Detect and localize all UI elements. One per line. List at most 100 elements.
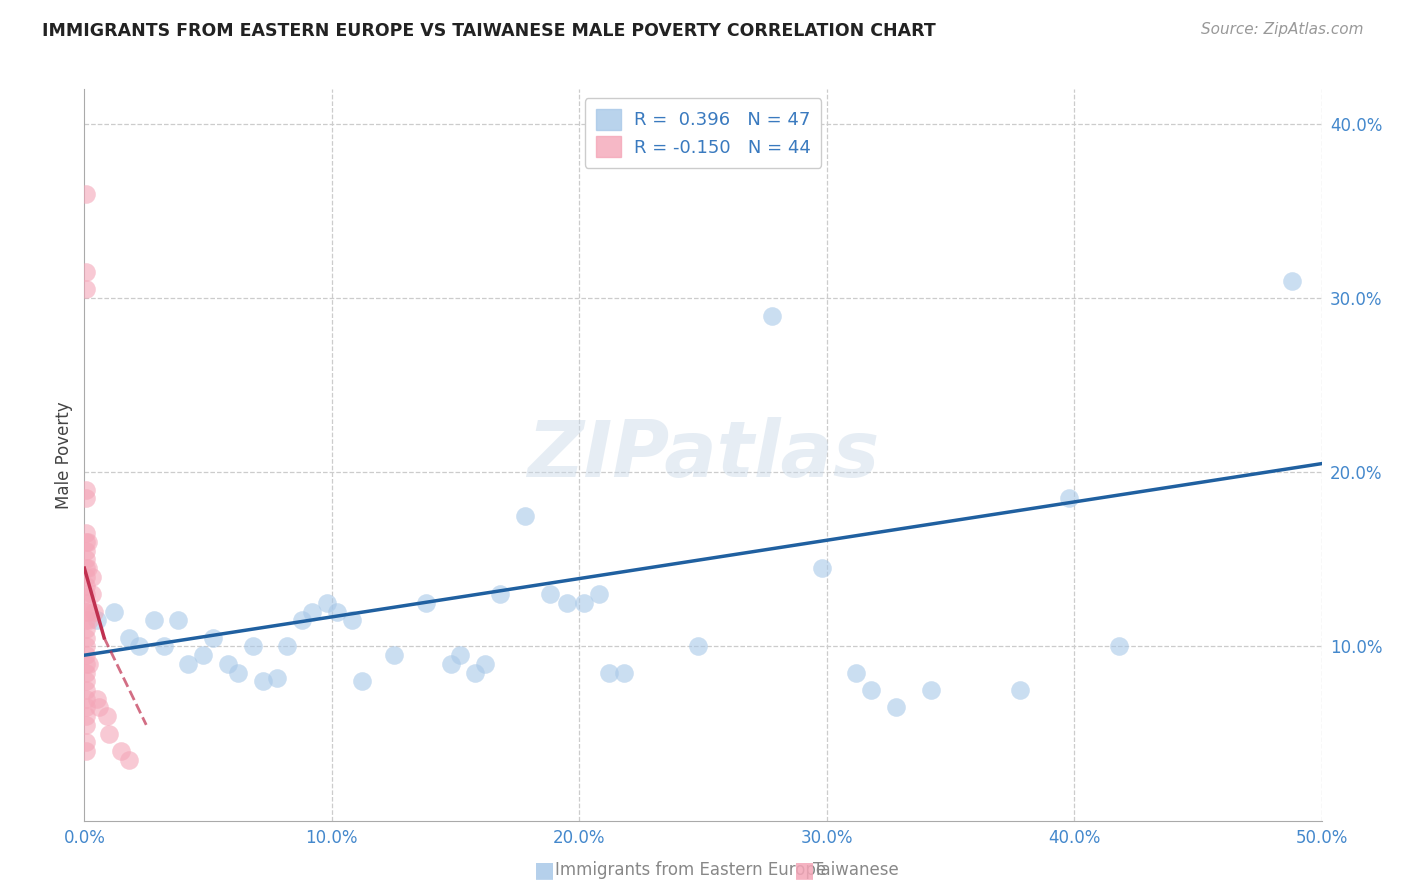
Point xyxy=(86,613,108,627)
Point xyxy=(382,648,405,663)
Point xyxy=(415,596,437,610)
Point xyxy=(75,631,97,645)
Point xyxy=(83,605,105,619)
Point xyxy=(920,683,942,698)
Point xyxy=(315,596,337,610)
Point xyxy=(75,657,97,671)
Point xyxy=(75,186,97,201)
Y-axis label: Male Poverty: Male Poverty xyxy=(55,401,73,508)
Point xyxy=(450,648,472,663)
Point xyxy=(75,700,97,714)
Text: ■: ■ xyxy=(534,860,555,880)
Point xyxy=(103,605,125,619)
Point xyxy=(75,283,97,297)
Point xyxy=(77,535,100,549)
Text: Immigrants from Eastern Europe: Immigrants from Eastern Europe xyxy=(555,861,827,879)
Point xyxy=(350,674,373,689)
Point xyxy=(276,640,298,654)
Point xyxy=(1108,640,1130,654)
Point xyxy=(96,709,118,723)
Point xyxy=(613,665,636,680)
Point xyxy=(191,648,214,663)
Point xyxy=(574,596,596,610)
Point xyxy=(75,691,97,706)
Point xyxy=(75,622,97,636)
Point xyxy=(513,508,536,523)
Point xyxy=(75,718,97,732)
Point xyxy=(686,640,709,654)
Point xyxy=(77,561,100,575)
Point xyxy=(75,735,97,749)
Point xyxy=(588,587,610,601)
Point xyxy=(301,605,323,619)
Legend: R =  0.396   N = 47, R = -0.150   N = 44: R = 0.396 N = 47, R = -0.150 N = 44 xyxy=(585,98,821,168)
Point xyxy=(538,587,561,601)
Point xyxy=(75,744,97,758)
Point xyxy=(128,640,150,654)
Point xyxy=(75,665,97,680)
Point xyxy=(75,605,97,619)
Point xyxy=(75,683,97,698)
Point xyxy=(340,613,363,627)
Point xyxy=(80,570,103,584)
Point xyxy=(167,613,190,627)
Point xyxy=(217,657,239,671)
Point xyxy=(810,561,832,575)
Point xyxy=(77,605,100,619)
Point xyxy=(75,674,97,689)
Point xyxy=(98,726,121,740)
Point xyxy=(75,526,97,541)
Point xyxy=(89,700,111,714)
Point xyxy=(152,640,174,654)
Point xyxy=(860,683,883,698)
Text: Taiwanese: Taiwanese xyxy=(813,861,898,879)
Point xyxy=(242,640,264,654)
Point xyxy=(75,648,97,663)
Point xyxy=(252,674,274,689)
Point xyxy=(489,587,512,601)
Point xyxy=(75,570,97,584)
Point xyxy=(75,709,97,723)
Point xyxy=(75,483,97,497)
Point xyxy=(1008,683,1031,698)
Point xyxy=(110,744,132,758)
Text: ZIPatlas: ZIPatlas xyxy=(527,417,879,493)
Point xyxy=(75,596,97,610)
Point xyxy=(1057,491,1080,506)
Text: Source: ZipAtlas.com: Source: ZipAtlas.com xyxy=(1201,22,1364,37)
Point xyxy=(118,631,141,645)
Text: IMMIGRANTS FROM EASTERN EUROPE VS TAIWANESE MALE POVERTY CORRELATION CHART: IMMIGRANTS FROM EASTERN EUROPE VS TAIWAN… xyxy=(42,22,936,40)
Point xyxy=(761,309,783,323)
Point xyxy=(266,671,288,685)
Point xyxy=(202,631,225,645)
Point xyxy=(598,665,620,680)
Point xyxy=(75,552,97,566)
Point xyxy=(75,543,97,558)
Point xyxy=(326,605,349,619)
Point xyxy=(86,691,108,706)
Point xyxy=(79,657,101,671)
Point xyxy=(75,491,97,506)
Point xyxy=(118,753,141,767)
Point xyxy=(75,640,97,654)
Point xyxy=(464,665,486,680)
Point xyxy=(884,700,907,714)
Point xyxy=(555,596,578,610)
Point xyxy=(291,613,314,627)
Point xyxy=(75,578,97,592)
Point xyxy=(177,657,200,671)
Point xyxy=(439,657,461,671)
Point xyxy=(845,665,868,680)
Point xyxy=(75,587,97,601)
Point xyxy=(142,613,165,627)
Text: ■: ■ xyxy=(794,860,815,880)
Point xyxy=(80,587,103,601)
Point xyxy=(75,535,97,549)
Point xyxy=(226,665,249,680)
Point xyxy=(79,613,101,627)
Point xyxy=(75,561,97,575)
Point xyxy=(1281,274,1303,288)
Point xyxy=(474,657,496,671)
Point xyxy=(75,613,97,627)
Point xyxy=(75,265,97,279)
